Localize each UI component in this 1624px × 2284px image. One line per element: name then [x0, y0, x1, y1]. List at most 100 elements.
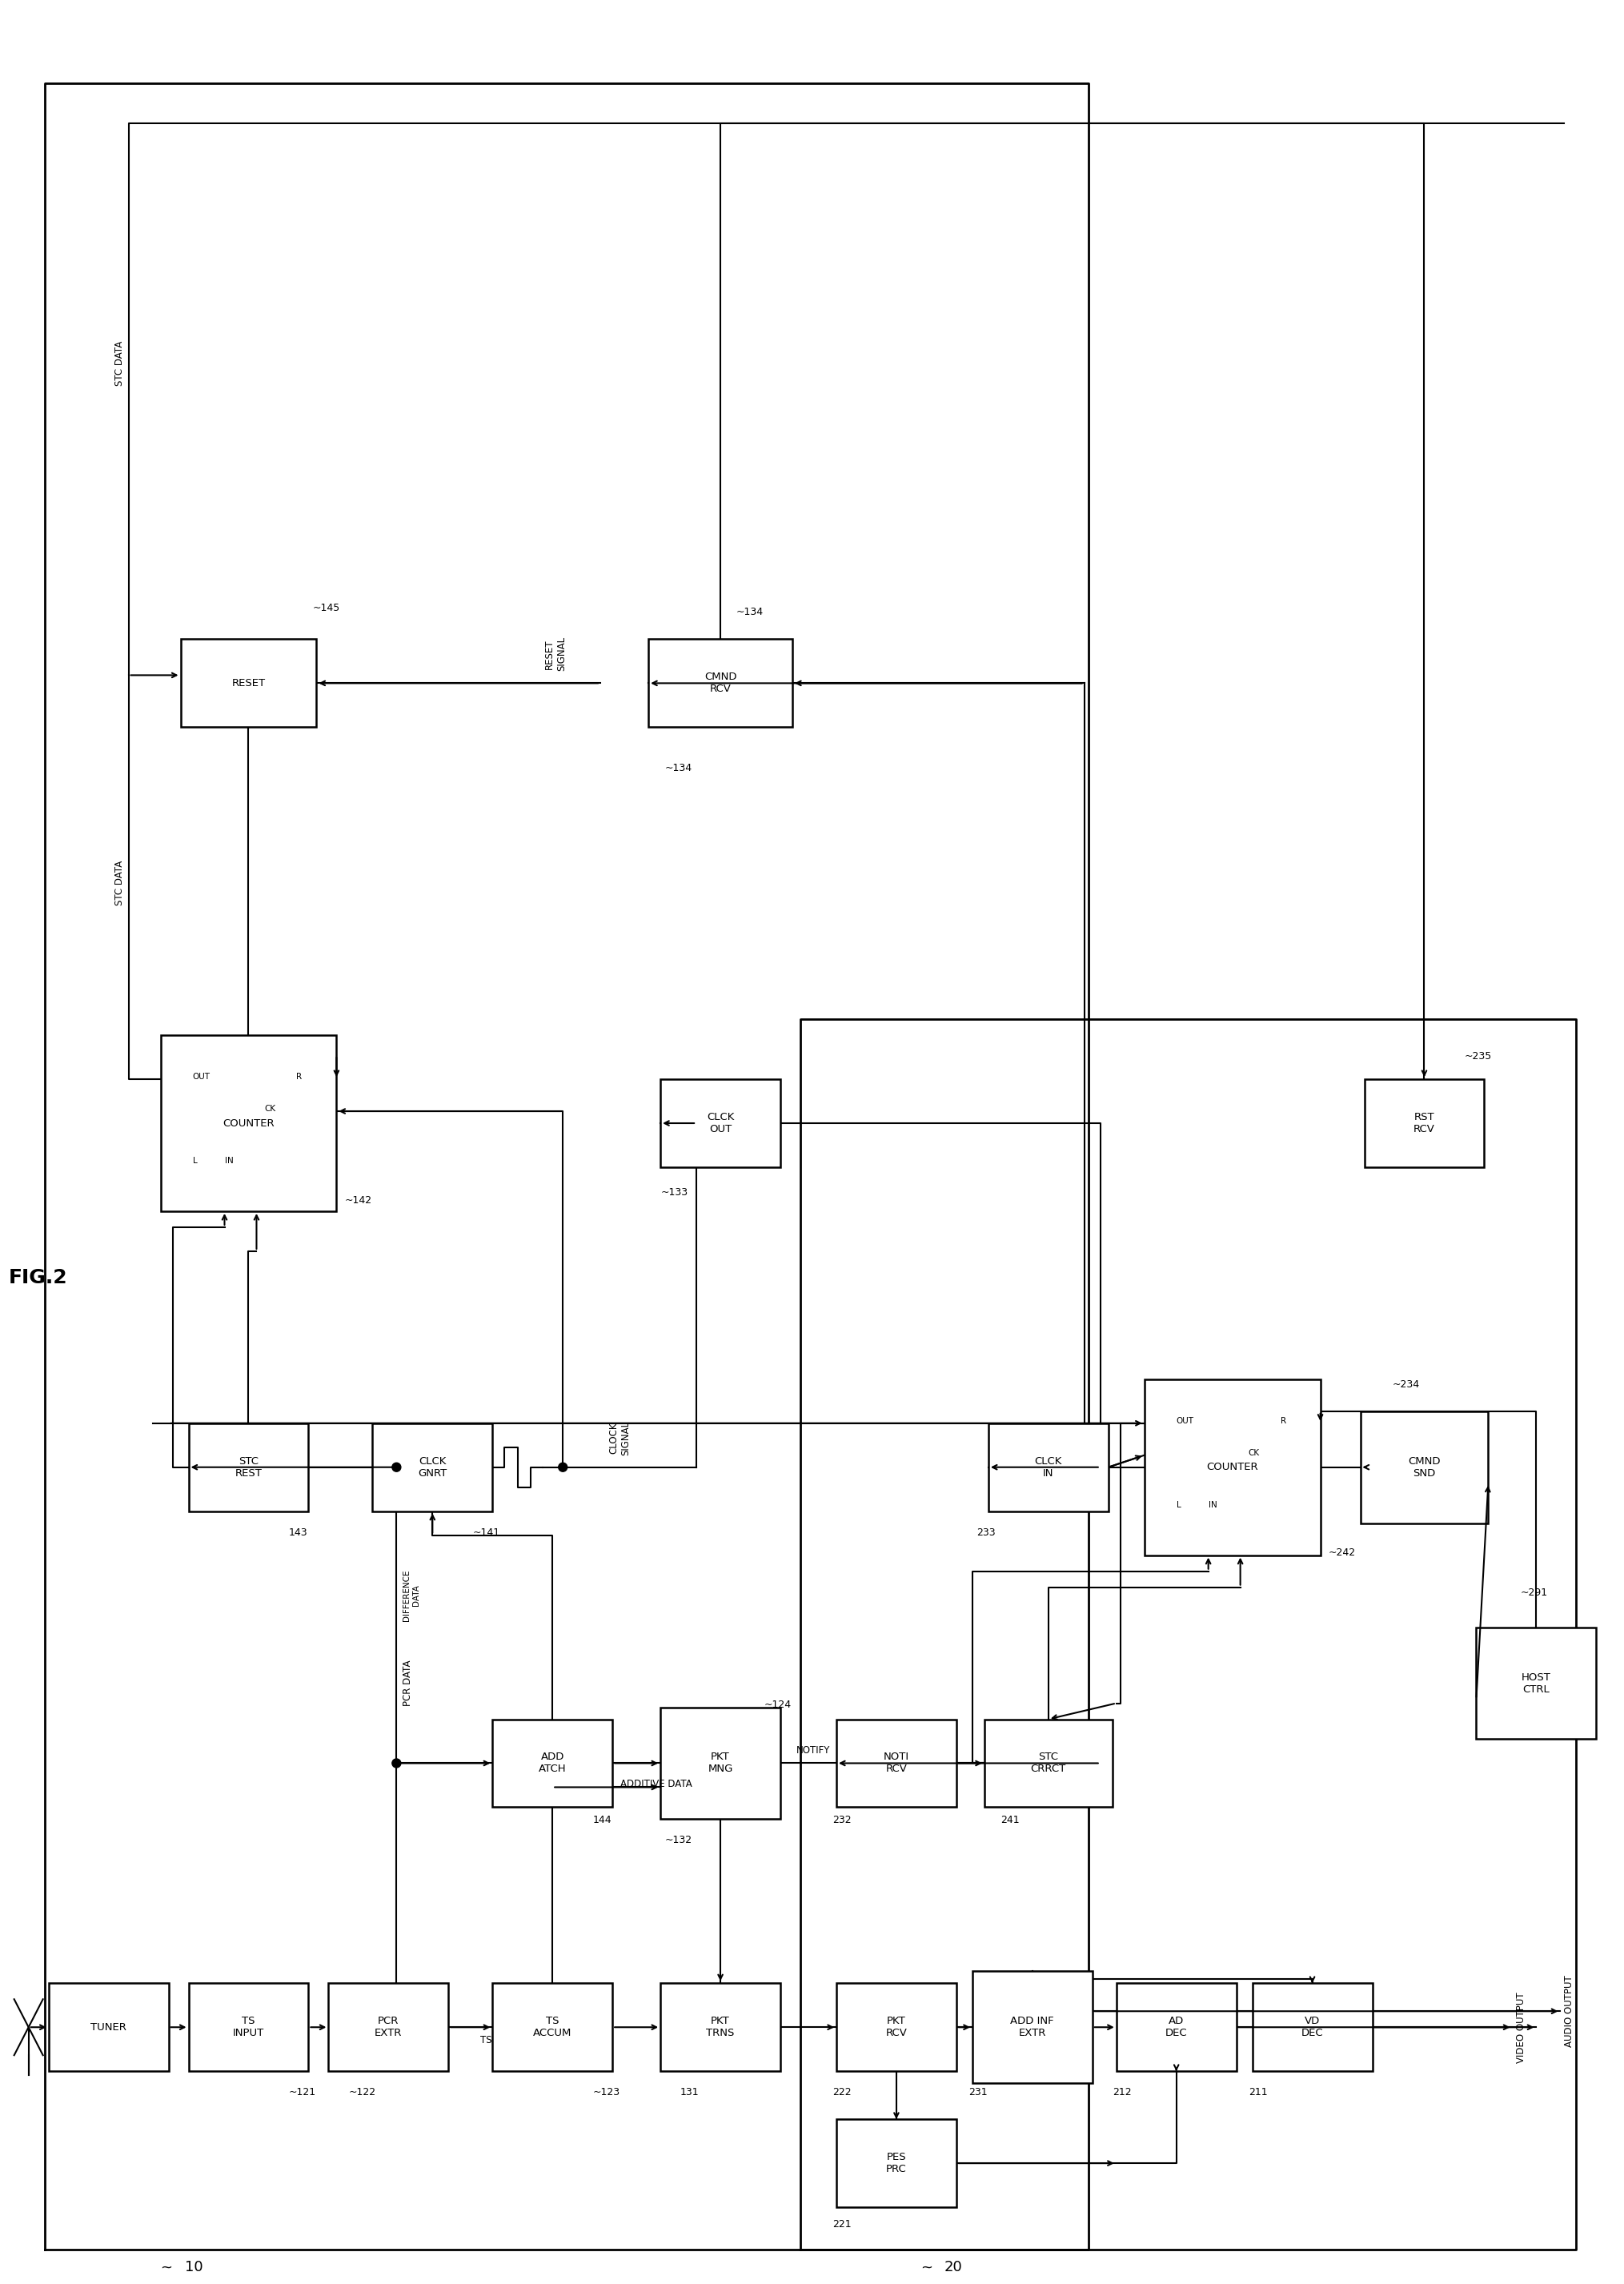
- Bar: [492, 1720, 612, 1807]
- Bar: [1364, 1080, 1484, 1167]
- Text: ~141: ~141: [473, 1528, 500, 1537]
- Text: ~145: ~145: [312, 603, 339, 614]
- Text: ADD
ATCH: ADD ATCH: [539, 1752, 567, 1775]
- Text: ~: ~: [161, 2259, 172, 2275]
- Text: OUT: OUT: [193, 1073, 209, 1080]
- Bar: [49, 1983, 169, 2072]
- Bar: [492, 1983, 612, 2072]
- Text: RST
RCV: RST RCV: [1413, 1112, 1436, 1135]
- Text: 222: 222: [833, 2088, 851, 2097]
- Text: CLCK
GNRT: CLCK GNRT: [417, 1455, 447, 1478]
- Text: TS: TS: [481, 2035, 492, 2046]
- Text: 233: 233: [976, 1528, 996, 1537]
- Text: PCR DATA: PCR DATA: [403, 1660, 412, 1706]
- Bar: [161, 1035, 336, 1211]
- Text: L: L: [1176, 1501, 1181, 1510]
- Text: 211: 211: [1249, 2088, 1267, 2097]
- Text: ~291: ~291: [1520, 1587, 1548, 1597]
- Bar: [188, 1423, 309, 1512]
- Bar: [661, 1080, 781, 1167]
- Bar: [188, 1983, 309, 2072]
- Bar: [661, 1706, 781, 1820]
- Text: STC DATA: STC DATA: [114, 861, 125, 907]
- Text: NOTIFY: NOTIFY: [796, 1745, 830, 1756]
- Text: NOTI
RCV: NOTI RCV: [883, 1752, 909, 1775]
- Text: 212: 212: [1112, 2088, 1132, 2097]
- Text: HOST
CTRL: HOST CTRL: [1522, 1672, 1551, 1695]
- Text: ADD INF
EXTR: ADD INF EXTR: [1010, 2017, 1054, 2037]
- Text: RESET: RESET: [232, 678, 265, 687]
- Bar: [984, 1720, 1112, 1807]
- Text: PKT
MNG: PKT MNG: [708, 1752, 732, 1775]
- Bar: [661, 1983, 781, 2072]
- Text: PKT
RCV: PKT RCV: [885, 2017, 908, 2037]
- Text: CLCK
OUT: CLCK OUT: [706, 1112, 734, 1135]
- Bar: [836, 1983, 957, 2072]
- Bar: [1252, 1983, 1372, 2072]
- Bar: [1145, 1380, 1320, 1555]
- Bar: [1116, 1983, 1236, 2072]
- Text: IN: IN: [1208, 1501, 1216, 1510]
- Text: AUDIO OUTPUT: AUDIO OUTPUT: [1564, 1976, 1575, 2046]
- Text: TS
INPUT: TS INPUT: [232, 2017, 265, 2037]
- Bar: [1476, 1626, 1596, 1738]
- Bar: [328, 1983, 448, 2072]
- Text: ~242: ~242: [1328, 1546, 1356, 1558]
- Text: CMND
SND: CMND SND: [1408, 1455, 1440, 1478]
- Text: COUNTER: COUNTER: [222, 1117, 274, 1128]
- Text: 231: 231: [968, 2088, 987, 2097]
- Text: ~142: ~142: [344, 1195, 372, 1206]
- Text: ~134: ~134: [736, 608, 763, 617]
- Text: 232: 232: [833, 1816, 851, 1825]
- Bar: [973, 1971, 1093, 2083]
- Text: VD
DEC: VD DEC: [1301, 2017, 1324, 2037]
- Text: RESET
SIGNAL: RESET SIGNAL: [544, 637, 567, 671]
- Text: PCR
EXTR: PCR EXTR: [375, 2017, 403, 2037]
- Text: IN: IN: [224, 1156, 234, 1165]
- Bar: [372, 1423, 492, 1512]
- Text: FIG.2: FIG.2: [8, 1268, 68, 1288]
- Text: R: R: [297, 1073, 302, 1080]
- Text: 144: 144: [593, 1816, 611, 1825]
- Bar: [836, 1720, 957, 1807]
- Text: ~124: ~124: [765, 1699, 793, 1711]
- Circle shape: [391, 1759, 401, 1768]
- Text: CK: CK: [1249, 1448, 1260, 1457]
- Text: ~234: ~234: [1392, 1380, 1419, 1389]
- Text: ~121: ~121: [289, 2088, 315, 2097]
- Bar: [180, 640, 317, 726]
- Text: 20: 20: [945, 2259, 963, 2275]
- Circle shape: [559, 1462, 567, 1471]
- Text: PES
PRC: PES PRC: [887, 2152, 906, 2174]
- Text: 10: 10: [185, 2259, 203, 2275]
- Text: 143: 143: [289, 1528, 307, 1537]
- Text: TS
ACCUM: TS ACCUM: [533, 2017, 572, 2037]
- Text: COUNTER: COUNTER: [1207, 1462, 1259, 1473]
- Bar: [1361, 1412, 1488, 1523]
- Bar: [836, 2120, 957, 2206]
- Text: ~134: ~134: [664, 763, 692, 774]
- Text: STC DATA: STC DATA: [114, 340, 125, 386]
- Text: CMND
RCV: CMND RCV: [705, 671, 737, 694]
- Text: VIDEO OUTPUT: VIDEO OUTPUT: [1517, 1992, 1527, 2062]
- Text: 221: 221: [833, 2220, 851, 2229]
- Bar: [989, 1423, 1108, 1512]
- Text: L: L: [193, 1156, 197, 1165]
- Text: OUT: OUT: [1176, 1416, 1194, 1425]
- Text: TUNER: TUNER: [91, 2021, 127, 2033]
- Text: ~122: ~122: [349, 2088, 375, 2097]
- Text: PKT
TRNS: PKT TRNS: [706, 2017, 734, 2037]
- Text: R: R: [1280, 1416, 1286, 1425]
- Text: ~: ~: [921, 2259, 932, 2275]
- Text: ~235: ~235: [1465, 1051, 1492, 1062]
- Text: STC
CRRCT: STC CRRCT: [1031, 1752, 1065, 1775]
- Text: ~123: ~123: [593, 2088, 620, 2097]
- Text: AD
DEC: AD DEC: [1166, 2017, 1187, 2037]
- Text: STC
REST: STC REST: [235, 1455, 261, 1478]
- Text: 131: 131: [680, 2088, 700, 2097]
- Text: ADDITIVE DATA: ADDITIVE DATA: [620, 1779, 692, 1791]
- Text: 241: 241: [1000, 1816, 1020, 1825]
- Text: CLOCK
SIGNAL: CLOCK SIGNAL: [609, 1421, 630, 1455]
- Text: ~132: ~132: [664, 1836, 692, 1845]
- Text: CLCK
IN: CLCK IN: [1034, 1455, 1062, 1478]
